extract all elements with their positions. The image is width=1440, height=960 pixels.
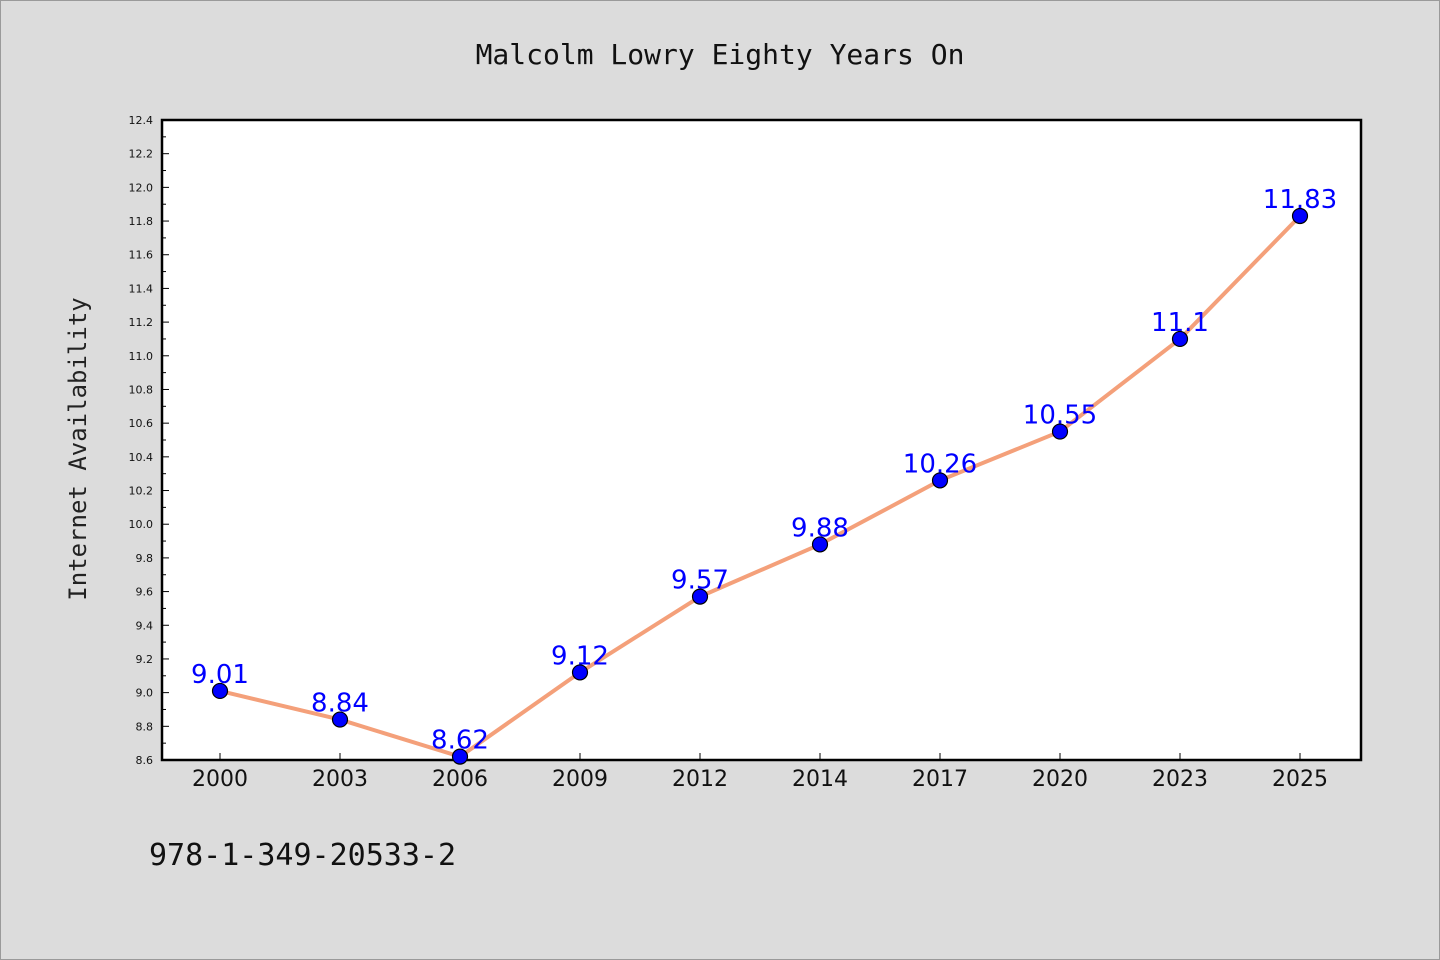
data-point-marker: [451, 748, 469, 765]
data-label: 10.55: [1023, 401, 1097, 431]
data-point-marker: [1051, 423, 1069, 440]
chart-title: Malcolm Lowry Eighty Years On: [476, 38, 965, 71]
isbn-text: 978-1-349-20533-2: [149, 838, 456, 873]
y-tick-label: 10.6: [129, 417, 154, 430]
y-tick-label: 11.0: [129, 350, 154, 363]
y-tick-label: 10.4: [129, 451, 154, 464]
data-label: 9.12: [551, 641, 609, 671]
data-label: 11.83: [1263, 185, 1337, 215]
y-tick-label: 9.6: [136, 586, 154, 599]
series-line: [218, 214, 1302, 759]
y-tick-label: 11.2: [129, 316, 154, 329]
x-tick-label: 2012: [672, 767, 728, 792]
data-point-marker: [931, 472, 949, 489]
y-tick-label: 9.2: [136, 653, 154, 666]
data-point-marker: [211, 682, 229, 700]
y-axis-label: Internet Availability: [64, 297, 92, 600]
y-tick-label: 11.4: [129, 282, 154, 295]
x-tick-label: 2025: [1272, 767, 1328, 792]
data-point-marker: [571, 664, 589, 681]
y-tick-label: 8.6: [136, 754, 154, 767]
x-tick-label: 2000: [192, 767, 248, 792]
y-tick-label: 8.8: [136, 720, 154, 733]
x-tick-label: 2020: [1032, 767, 1088, 792]
data-point-marker: [331, 711, 349, 728]
data-label: 9.88: [791, 513, 849, 543]
y-axis: 8.6 8.8 9.0 9.2 9.4 9.6 9.8 10.0 10.2 10.4 10.6 10.…: [129, 114, 169, 767]
x-axis: 2000 2003 2006 2009 2012 2014 2017 2020 2023 2025: [192, 753, 1328, 792]
y-tick-label: 12.0: [129, 181, 154, 194]
x-tick-label: 2006: [432, 767, 488, 792]
x-tick-label: 2014: [792, 767, 848, 792]
data-labels: 9.01 8.84 8.62 9.12 9.57 9.88 10.26 10.55 11.1 11…: [191, 185, 1337, 756]
y-tick-label: 12.4: [129, 114, 154, 127]
data-label: 9.01: [191, 660, 249, 690]
plot-area: [160, 118, 1363, 762]
data-point-marker: [691, 588, 709, 605]
y-tick-label: 11.8: [129, 215, 154, 228]
x-tick-label: 2023: [1152, 767, 1208, 792]
y-tick-label: 10.8: [129, 383, 154, 396]
y-tick-label: 10.0: [129, 518, 154, 531]
x-tick-label: 2009: [552, 767, 608, 792]
data-label: 8.62: [431, 726, 489, 756]
data-label: 10.26: [903, 449, 977, 479]
data-point-marker: [1291, 207, 1309, 225]
series-line-group: [218, 214, 1302, 759]
data-label: 11.1: [1151, 308, 1209, 338]
data-point-marker: [811, 536, 829, 553]
y-tick-label: 9.4: [136, 619, 154, 632]
data-point-marker: [1171, 330, 1189, 348]
y-tick-label: 10.2: [129, 485, 154, 498]
data-markers: [211, 207, 1309, 765]
data-label: 8.84: [311, 689, 369, 719]
x-tick-label: 2017: [912, 767, 968, 792]
y-tick-label: 9.0: [136, 687, 154, 700]
x-tick-label: 2003: [312, 767, 368, 792]
y-tick-label: 12.2: [129, 148, 154, 161]
data-label: 9.57: [671, 566, 729, 596]
y-tick-label: 11.6: [129, 249, 154, 262]
y-tick-label: 9.8: [136, 552, 154, 565]
